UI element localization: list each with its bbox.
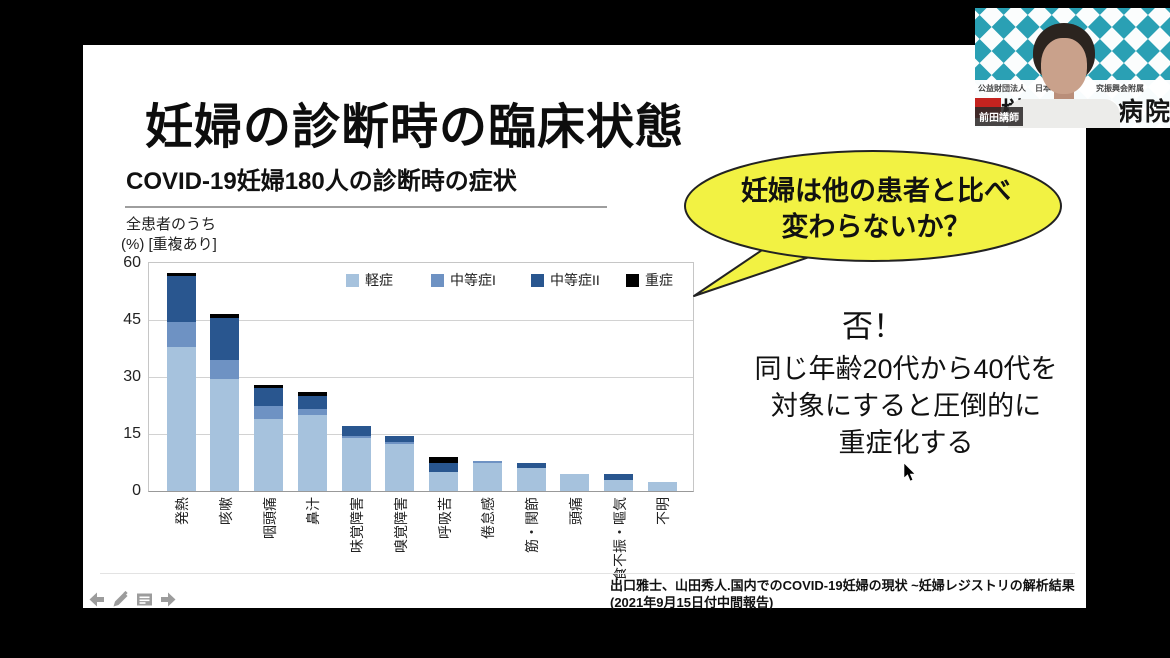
bar-segment — [166, 272, 196, 277]
x-axis-label: 咽頭痛 — [261, 497, 278, 539]
bar-segment — [341, 437, 371, 491]
legend-swatch-icon — [626, 273, 639, 287]
bar-segment — [297, 409, 327, 415]
bar-segment — [166, 321, 196, 347]
bar-segment — [254, 384, 284, 389]
bar-segment — [210, 318, 240, 360]
answer-line2: 対象にすると圧倒的に — [770, 391, 1042, 421]
bar-segment — [472, 462, 502, 491]
bar-segment — [297, 415, 327, 491]
wall-text-large-right: 病院 — [1118, 98, 1170, 126]
bar-segment — [210, 314, 240, 319]
y-tick-label: 15 — [123, 425, 141, 442]
bar-segment — [647, 481, 677, 491]
legend-item: 重症 — [626, 270, 673, 290]
subtitle-divider — [125, 206, 607, 208]
bar-segment — [385, 441, 415, 444]
slide-title: 妊婦の診断時の臨床状態 — [145, 101, 685, 154]
webcam-video-tile[interactable]: 公益財団法人 日本 究振興会附属 榊原 病院 前田講師 — [975, 8, 1170, 128]
bar-segment — [472, 460, 502, 463]
bar-segment — [604, 473, 634, 480]
speaker-name-tag: 前田講師 — [975, 107, 1023, 126]
wall-text-small-mid: 日本 — [1035, 84, 1051, 93]
answer-line3: 重症化する — [838, 428, 974, 458]
answer-line1: 同じ年齢20代から40代を — [754, 354, 1058, 384]
chart-title: COVID-19妊婦180人の診断時の症状 — [126, 168, 517, 195]
legend-item: 中等症I — [431, 270, 496, 290]
bar-segment — [560, 473, 590, 491]
citation: 出口雅士、山田秀人.国内でのCOVID-19妊婦の現状 ~妊婦レジストリの解析結… — [610, 577, 1080, 611]
bar-segment — [297, 396, 327, 410]
previous-slide-arrow-icon[interactable] — [87, 590, 106, 609]
speech-bubble-line1: 妊婦は他の患者と比べ — [741, 176, 1011, 206]
bar-segment — [516, 468, 546, 491]
wall-text-small-left: 公益財団法人 — [978, 84, 1026, 93]
x-axis-label: 倦怠感 — [480, 497, 497, 539]
y-axis-caption-line2: (%) [重複あり] — [121, 236, 217, 253]
y-tick-label: 60 — [123, 254, 141, 271]
bar-segment — [516, 462, 546, 469]
legend-item: 中等症II — [531, 270, 600, 290]
bar-segment — [341, 435, 371, 438]
bar-segment — [254, 418, 284, 491]
presentation-slide: 妊婦の診断時の臨床状態 COVID-19妊婦180人の診断時の症状 全患者のうち… — [83, 45, 1086, 611]
bar-segment — [604, 479, 634, 491]
citation-line1: 出口雅士、山田秀人.国内でのCOVID-19妊婦の現状 ~妊婦レジストリの解析結… — [610, 578, 1075, 593]
x-axis-label: 味覚障害 — [349, 497, 366, 553]
x-axis-label: 頭痛 — [567, 497, 584, 525]
gridline — [149, 434, 693, 435]
next-slide-arrow-icon[interactable] — [159, 590, 178, 609]
answer-text: 同じ年齢20代から40代を 対象にすると圧倒的に 重症化する — [731, 351, 1081, 462]
speech-bubble-line2: 変わらないか？ — [781, 212, 971, 242]
bar-segment — [429, 462, 459, 472]
bar-segment — [254, 388, 284, 406]
legend-label: 中等症II — [550, 272, 600, 288]
x-axis-label: 鼻汁 — [305, 497, 322, 525]
gridline — [149, 320, 693, 321]
wall-text-small-right: 究振興会附属 — [1096, 84, 1144, 93]
y-tick-label: 45 — [123, 311, 141, 328]
bar-segment — [254, 405, 284, 419]
notes-icon[interactable] — [135, 590, 154, 609]
x-axis-label: 発熱 — [174, 497, 190, 525]
x-axis-label: 食不振・嘔気 — [611, 497, 628, 581]
y-tick-label: 30 — [123, 368, 141, 385]
bar-segment — [210, 378, 240, 491]
bar-segment — [429, 472, 459, 491]
legend-item: 軽症 — [346, 270, 393, 290]
speaker-face — [1041, 38, 1087, 94]
bar-segment — [341, 426, 371, 436]
legend-label: 軽症 — [365, 272, 393, 288]
speaker-shirt — [1008, 99, 1120, 128]
x-axis-label: 不明 — [655, 497, 672, 525]
legend-label: 中等症I — [450, 272, 496, 288]
x-axis-label: 嗅覚障害 — [392, 497, 409, 553]
y-axis-caption-line1: 全患者のうち — [126, 216, 217, 233]
x-axis-label: 筋・関節 — [524, 497, 541, 553]
gridline — [149, 377, 693, 378]
pencil-annotate-icon[interactable] — [111, 590, 130, 609]
y-tick-label: 0 — [132, 482, 141, 499]
stacked-bar-chart: 0 15 30 45 60 発熱 咳嗽 咽頭痛 鼻汁 味覚障害 嗅覚障害 呼吸苦 倦怠感 筋・関節 頭痛 食不… — [123, 254, 694, 581]
slide-toolbar — [87, 590, 178, 609]
x-axis-label: 呼吸苦 — [436, 497, 453, 539]
bar-segment — [385, 443, 415, 491]
answer-exclamation: 否！ — [842, 309, 904, 344]
legend-swatch-icon — [431, 273, 444, 287]
legend-swatch-icon — [531, 273, 544, 287]
bar-segment — [166, 276, 196, 322]
x-axis-label: 咳嗽 — [217, 497, 234, 525]
legend-swatch-icon — [346, 273, 359, 287]
bar-segment — [297, 392, 327, 396]
bar-segment — [429, 456, 459, 463]
bar-segment — [385, 435, 415, 442]
footer-divider — [100, 573, 1075, 574]
bar-segment — [166, 346, 196, 491]
bar-segment — [210, 359, 240, 379]
speech-bubble-text: 妊婦は他の患者と比べ 変わらないか？ — [691, 173, 1061, 245]
legend-label: 重症 — [645, 272, 673, 288]
mouse-cursor — [903, 463, 916, 482]
citation-line2: (2021年9月15日付中間報告) — [610, 595, 774, 610]
speech-bubble — [684, 150, 1062, 297]
